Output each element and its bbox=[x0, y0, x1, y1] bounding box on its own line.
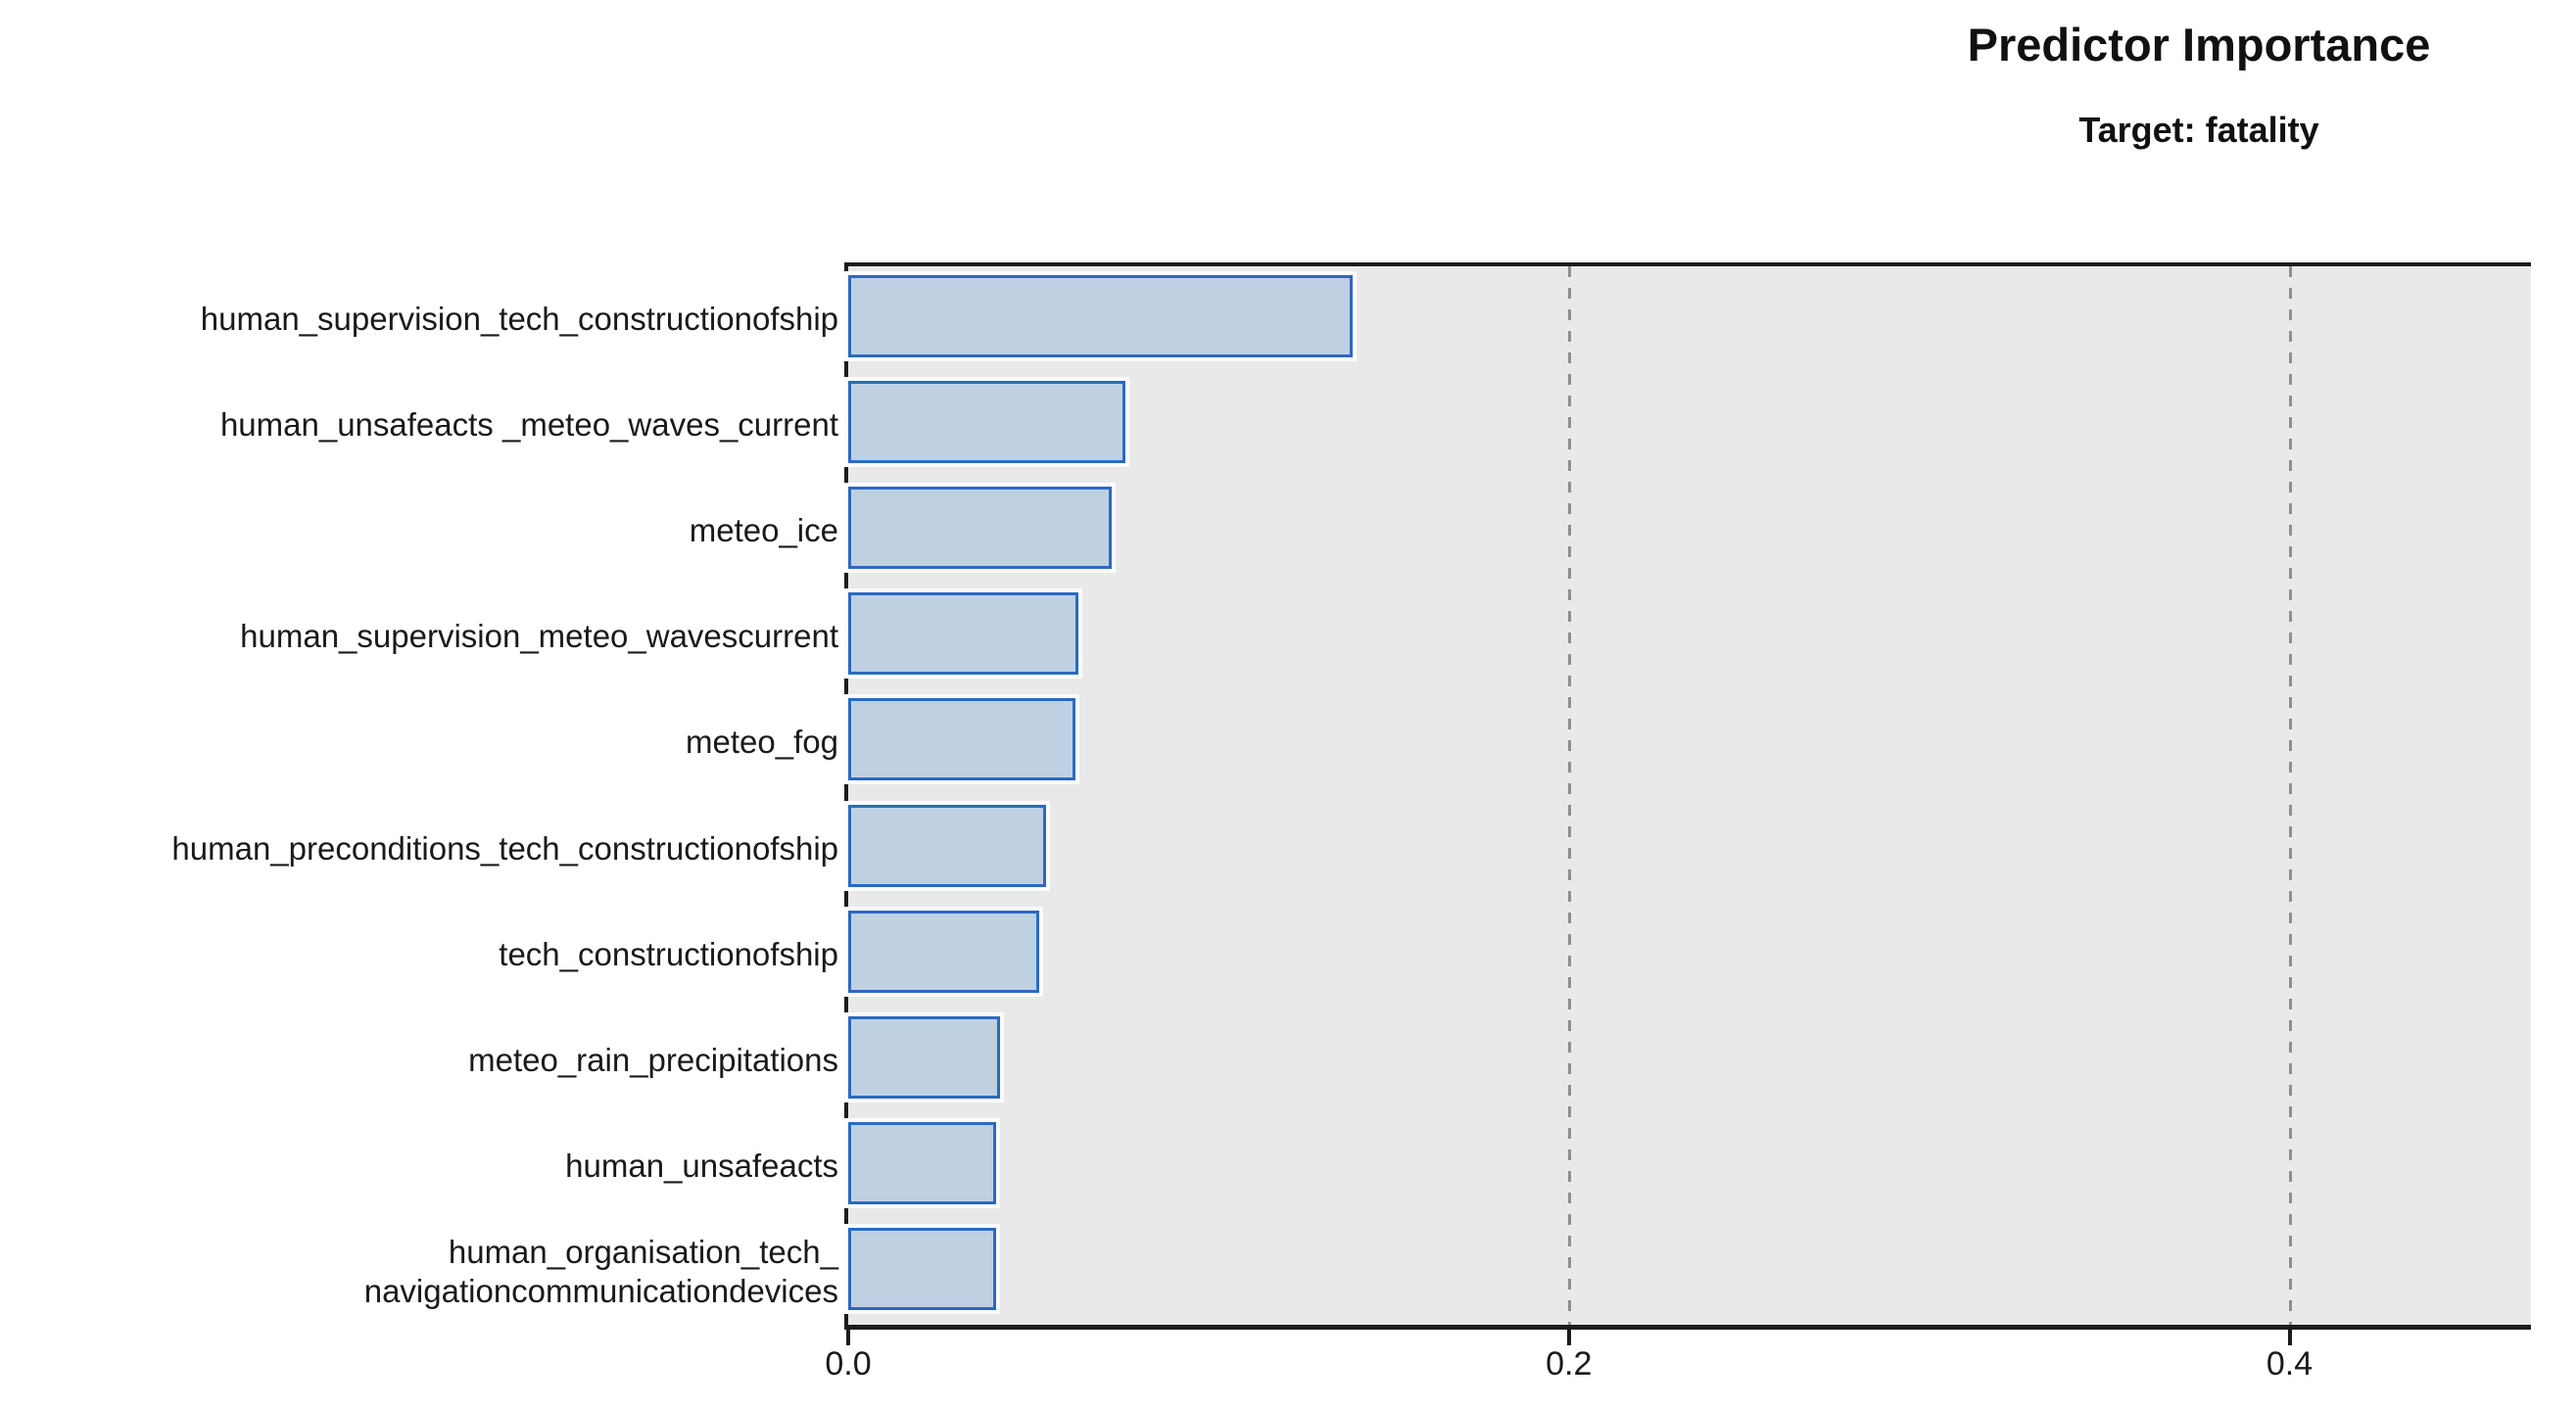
bar-2 bbox=[848, 381, 1125, 464]
chart-subtitle: Target: fatality bbox=[2078, 110, 2319, 150]
gridline-0.4 bbox=[2288, 266, 2292, 1325]
category-label: meteo_ice bbox=[689, 512, 838, 549]
bar-7 bbox=[848, 910, 1039, 993]
bar-8 bbox=[848, 1015, 1000, 1099]
bar-4 bbox=[848, 592, 1078, 676]
category-axis-labels: human_supervision_tech_constructionofshi… bbox=[0, 266, 838, 1325]
category-label: human_supervision_tech_constructionofshi… bbox=[200, 301, 838, 338]
bar-5 bbox=[848, 698, 1075, 781]
category-label: human_supervision_meteo_wavescurrent bbox=[240, 618, 838, 655]
category-label: tech_constructionofship bbox=[499, 935, 838, 972]
category-label: human_unsafeacts bbox=[565, 1147, 838, 1184]
bar-1 bbox=[848, 275, 1353, 357]
chart-title: Predictor Importance bbox=[1967, 19, 2431, 70]
x-tick-mark bbox=[2287, 1329, 2292, 1345]
x-tick-mark bbox=[846, 1329, 850, 1345]
category-label: human_preconditions_tech_constructionofs… bbox=[171, 829, 838, 867]
x-tick-label: 0.0 bbox=[825, 1345, 872, 1383]
plot-area bbox=[844, 262, 2531, 1330]
category-label: human_organisation_tech_ navigationcommu… bbox=[363, 1233, 838, 1309]
bar-3 bbox=[848, 487, 1112, 570]
x-tick-mark bbox=[1566, 1329, 1571, 1345]
x-tick-label: 0.4 bbox=[2266, 1345, 2314, 1383]
category-label: meteo_rain_precipitations bbox=[468, 1041, 838, 1078]
x-tick-label: 0.2 bbox=[1546, 1345, 1593, 1383]
bar-9 bbox=[848, 1121, 996, 1204]
gridline-0.2 bbox=[1567, 266, 1571, 1325]
bar-6 bbox=[848, 804, 1046, 887]
category-label: meteo_fog bbox=[686, 724, 838, 761]
bar-10 bbox=[848, 1227, 996, 1310]
category-label: human_unsafeacts _meteo_waves_current bbox=[219, 406, 838, 444]
